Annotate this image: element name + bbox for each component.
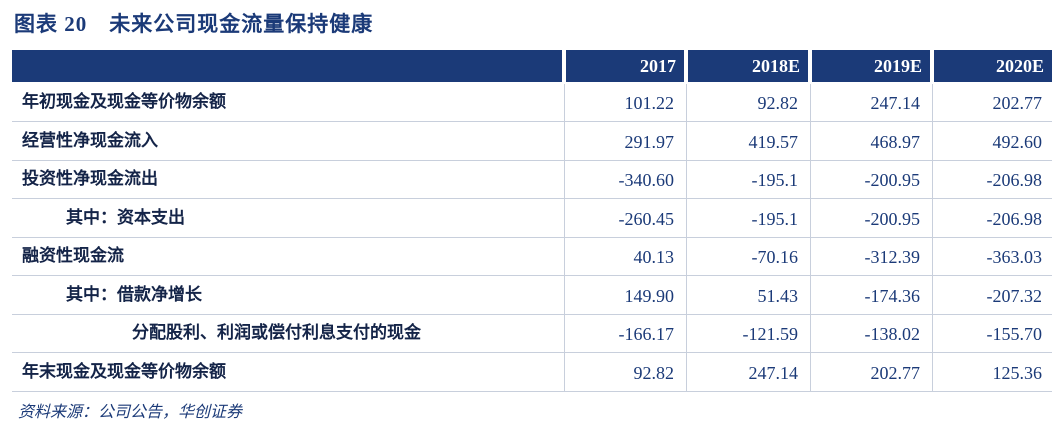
column-header: 2019E xyxy=(812,50,930,82)
cell-value: -70.16 xyxy=(751,247,799,267)
cell-value: 468.97 xyxy=(870,131,921,152)
cell-value: 247.14 xyxy=(870,93,921,113)
cell-value: -121.59 xyxy=(742,324,799,344)
row-label: 融资性现金流 xyxy=(22,246,124,266)
cell-value: 202.77 xyxy=(992,93,1043,113)
row-label: 其中：资本支出 xyxy=(66,207,185,228)
row-label: 分配股利、利润或偿付利息支付的现金 xyxy=(132,323,421,343)
cell-value: 92.82 xyxy=(633,362,675,383)
cell-value: 419.57 xyxy=(748,131,799,152)
cell-value: 291.97 xyxy=(624,131,675,152)
title: 图表 20 未来公司现金流量保持健康 xyxy=(14,12,374,36)
cell-value: -260.45 xyxy=(618,208,675,229)
source: 资料来源：公司公告，华创证券 xyxy=(18,402,243,421)
table-row: 经营性净现金流入 291.97 419.57 468.97 492.60 xyxy=(12,123,1052,161)
cell-value: 202.77 xyxy=(870,362,921,383)
column-divider xyxy=(686,84,687,392)
row-label: 年初现金及现金等价物余额 xyxy=(22,92,226,112)
cell-value: 92.82 xyxy=(757,93,799,113)
table-row: 其中：借款净增长 149.90 51.43 -174.36 -207.32 xyxy=(12,277,1052,315)
cell-value: -195.1 xyxy=(751,208,799,229)
column-header: 2018E xyxy=(688,50,808,82)
cell-value: -207.32 xyxy=(986,285,1043,306)
cell-value: -363.03 xyxy=(986,247,1043,267)
cell-value: -200.95 xyxy=(864,208,921,229)
row-label: 经营性净现金流入 xyxy=(22,130,158,151)
row-label: 年末现金及现金等价物余额 xyxy=(22,361,226,382)
table-row: 年末现金及现金等价物余额 92.82 247.14 202.77 125.36 xyxy=(12,354,1052,392)
cell-value: -200.95 xyxy=(864,170,921,190)
cell-value: 125.36 xyxy=(992,362,1043,383)
table-row: 融资性现金流 40.13 -70.16 -312.39 -363.03 xyxy=(12,238,1052,276)
column-header: 2017 xyxy=(566,50,684,82)
cell-value: -340.60 xyxy=(618,170,675,190)
cell-value: 247.14 xyxy=(748,362,799,383)
row-label: 投资性净现金流出 xyxy=(22,169,158,189)
table-row: 年初现金及现金等价物余额 101.22 92.82 247.14 202.77 xyxy=(12,84,1052,122)
column-divider xyxy=(810,84,811,392)
cell-value: 492.60 xyxy=(992,131,1043,152)
row-label: 其中：借款净增长 xyxy=(66,284,202,305)
cell-value: -155.70 xyxy=(986,324,1043,344)
table-row: 分配股利、利润或偿付利息支付的现金 -166.17 -121.59 -138.02 -1… xyxy=(12,315,1052,353)
cell-value: 149.90 xyxy=(624,285,675,306)
table-row: 投资性净现金流出 -340.60 -195.1 -200.95 -206.98 xyxy=(12,161,1052,199)
cell-value: -166.17 xyxy=(618,324,675,344)
cell-value: 40.13 xyxy=(633,247,675,267)
cell-value: -206.98 xyxy=(986,170,1043,190)
cell-value: 51.43 xyxy=(757,285,799,306)
cell-value: -206.98 xyxy=(986,208,1043,229)
column-header: 2020E xyxy=(934,50,1052,82)
header-blank xyxy=(12,50,562,82)
cell-value: 101.22 xyxy=(624,93,675,113)
cell-value: -138.02 xyxy=(864,324,921,344)
table-row: 其中：资本支出 -260.45 -195.1 -200.95 -206.98 xyxy=(12,200,1052,238)
column-divider xyxy=(564,84,565,392)
cell-value: -174.36 xyxy=(864,285,921,306)
column-divider xyxy=(932,84,933,392)
cell-value: -312.39 xyxy=(864,247,921,267)
cell-value: -195.1 xyxy=(751,170,799,190)
